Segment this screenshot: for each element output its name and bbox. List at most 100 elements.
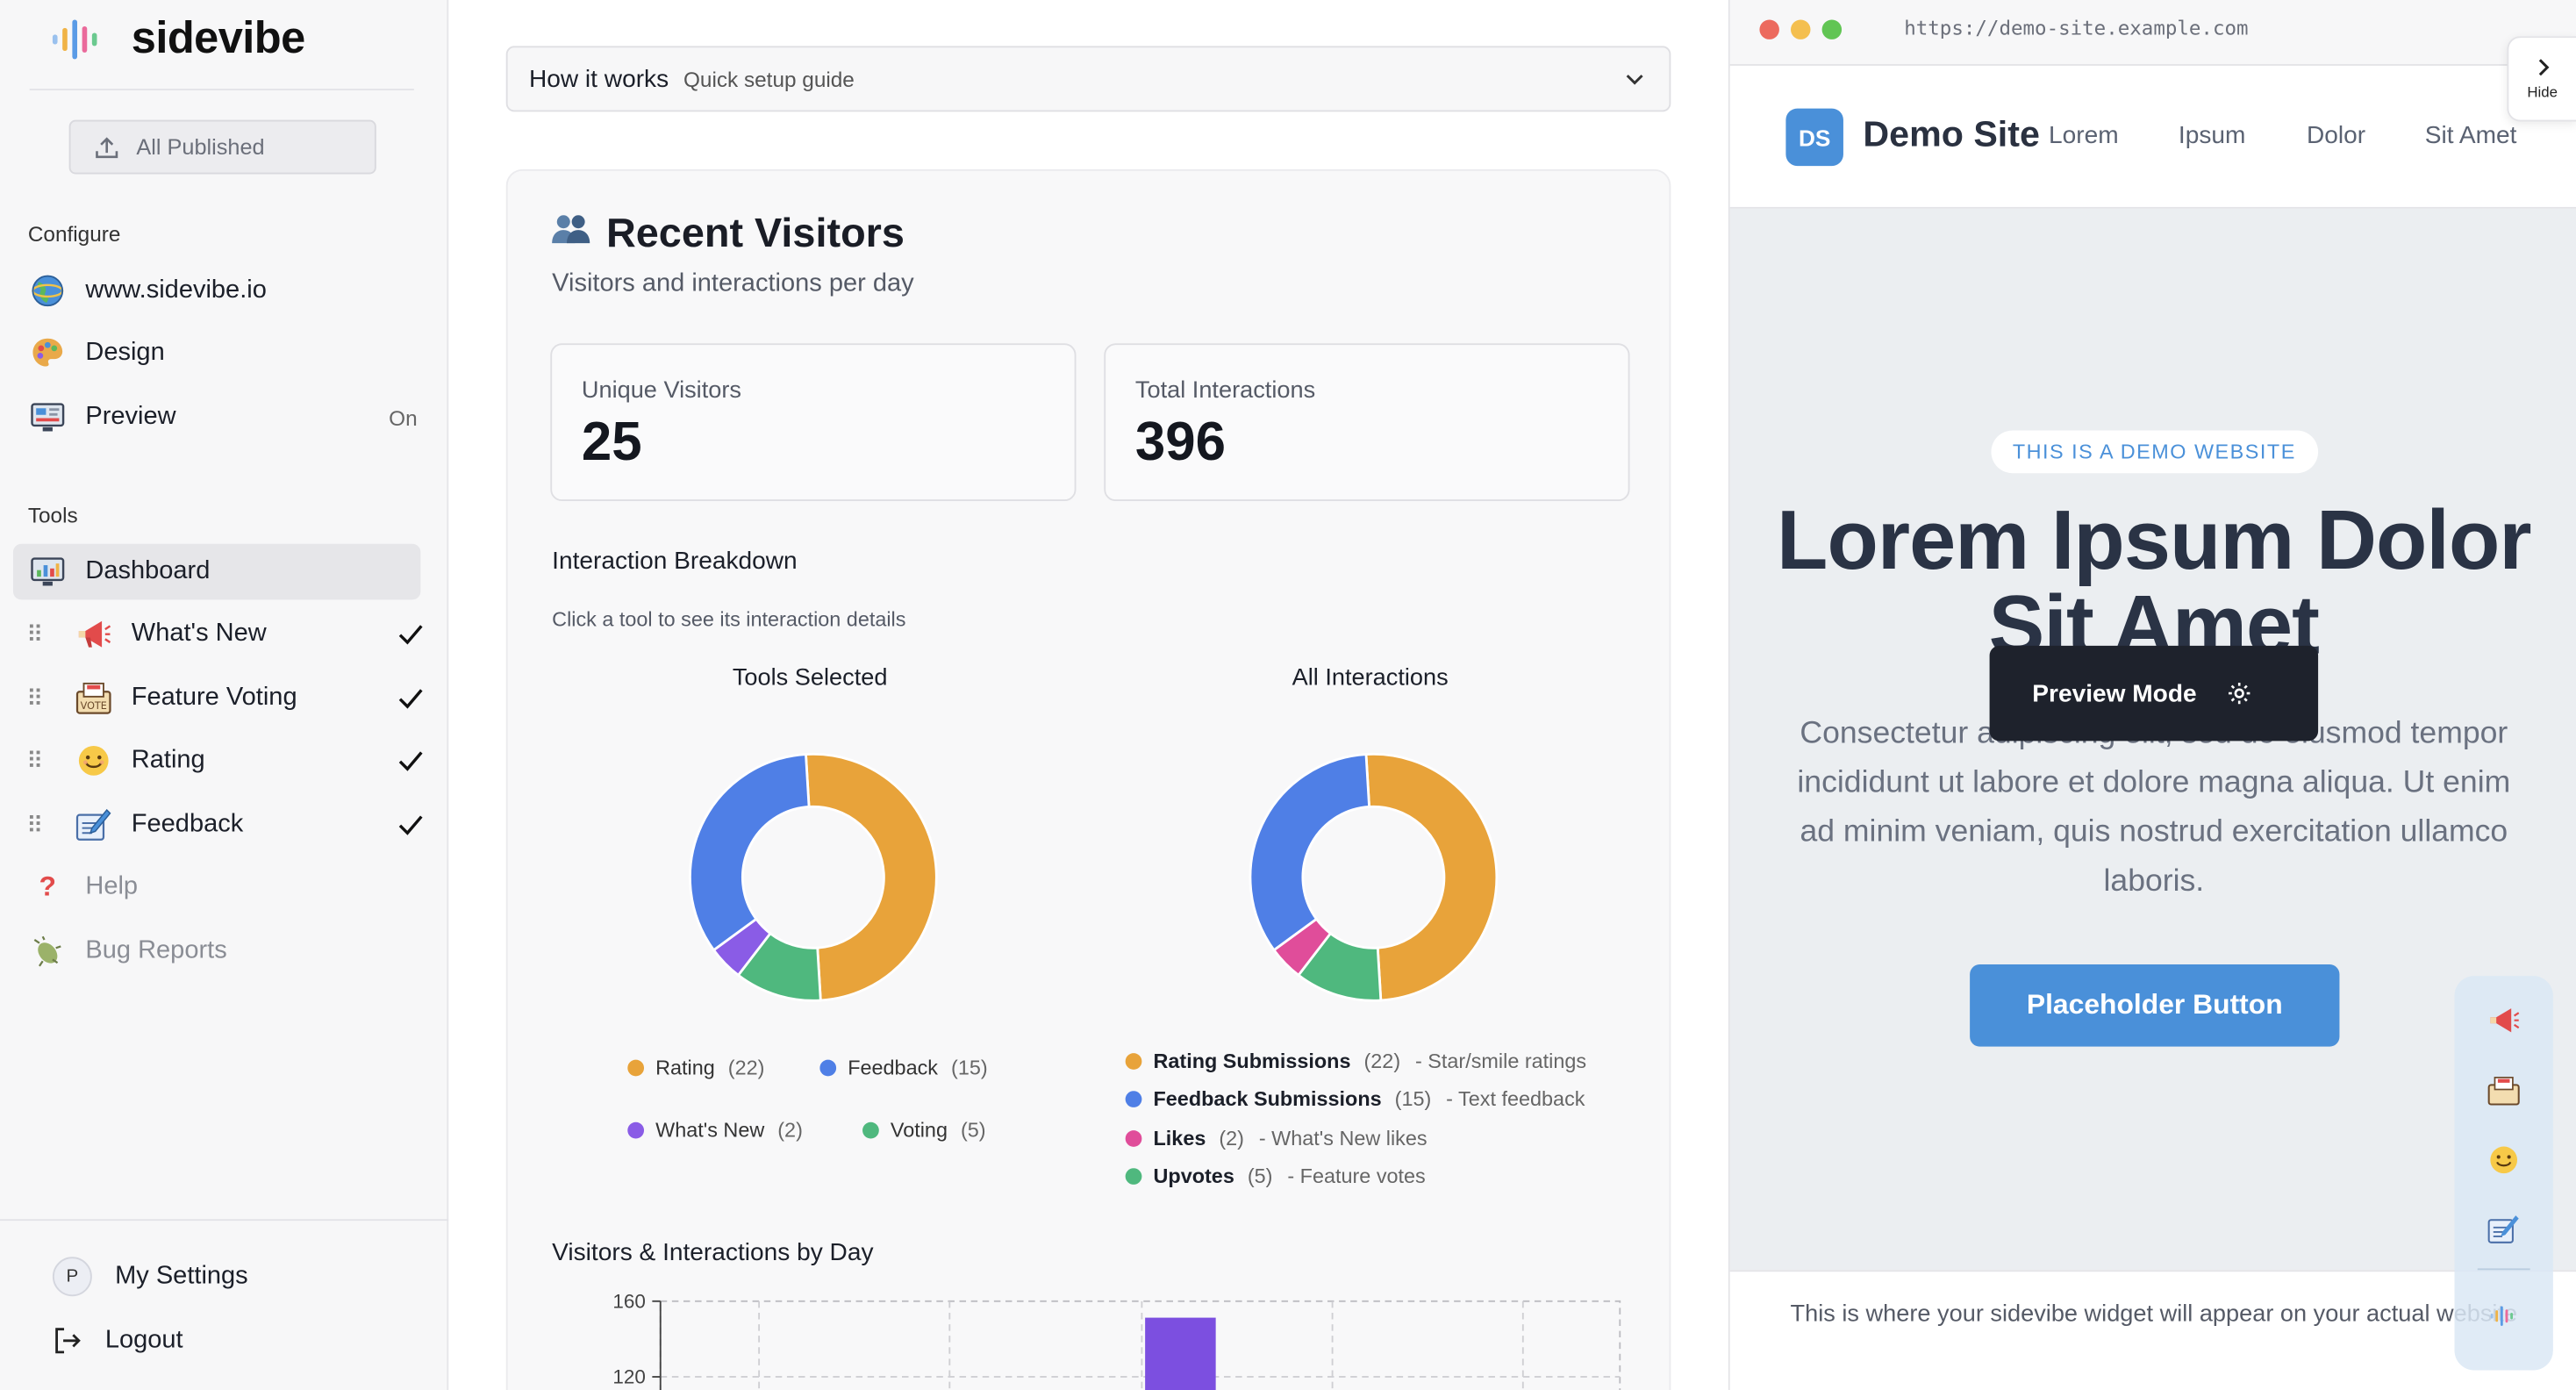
legend-item-upvotes[interactable]: Upvotes (5) - Feature votes [1125,1164,1426,1188]
sidebar-item-label: Dashboard [85,556,211,585]
divider [29,89,414,90]
drag-handle-icon[interactable]: ⠿ [25,684,43,711]
how-it-works-accordion[interactable]: How it works Quick setup guide [505,46,1671,112]
plot-frame [659,1300,1621,1390]
site-nav-ipsum[interactable]: Ipsum [2178,121,2246,150]
sidevibe-logo-icon [52,18,97,59]
sidebar-item-preview[interactable]: Preview On [13,390,420,446]
memo-icon[interactable] [2482,1207,2525,1250]
stat-label: Unique Visitors [581,377,741,405]
legend-count: (2) [1219,1127,1244,1150]
site-nav-dolor[interactable]: Dolor [2306,121,2366,150]
sidebar-item-help[interactable]: ? Help [13,859,420,915]
my-settings-link[interactable]: P My Settings [39,1249,401,1305]
ballot-box-icon: VOTE [72,678,115,718]
sidevibe-widget [2454,976,2553,1371]
tool-item-rating[interactable]: ⠿ Rating [13,733,424,789]
sidevibe-logo-icon[interactable] [2482,1294,2525,1337]
browser-bar: https://demo-site.example.com [1729,0,2576,66]
sidebar-item-website[interactable]: www.sidevibe.io [13,263,420,319]
sidebar-item-bug-reports[interactable]: Bug Reports [13,923,420,979]
legend-item-likes[interactable]: Likes (2) - What's New likes [1125,1127,1428,1150]
legend-swatch [627,1121,645,1139]
legend-value: 5 [967,1119,979,1143]
tool-item-label: Feedback [131,810,244,838]
donut-slice-feedback-submissions[interactable] [1249,753,1371,952]
ballot-box-icon[interactable] [2482,1070,2525,1113]
legend-count: (5) [1247,1164,1273,1188]
megaphone-icon [72,614,115,654]
legend-label: Voting [890,1119,948,1143]
drag-handle-icon[interactable]: ⠿ [25,810,43,837]
sidebar-item-label: Help [85,872,139,901]
memo-icon [72,805,115,844]
y-tick-label: 160 [612,1290,645,1312]
legend-description-text: Star/smile ratings [1428,1050,1587,1073]
check-icon [398,689,423,709]
logout-label: Logout [104,1325,183,1354]
legend-item-rating[interactable]: Rating (22) [627,1057,764,1079]
donut-slice-feedback[interactable] [689,753,811,952]
stat-label: Total Interactions [1134,377,1316,405]
sidebar-item-design[interactable]: Design [13,326,420,382]
legend-description-text: Feature votes [1299,1164,1426,1188]
tool-item-label: What's New [131,619,267,648]
hero-heading: Lorem Ipsum Dolor Sit Amet [1777,492,2532,672]
check-icon [398,625,423,645]
tool-item-label: Feature Voting [131,683,297,712]
site-name: Demo Site [1863,113,2040,154]
tool-item-whats-new[interactable]: ⠿ What's New [13,606,424,663]
hide-panel-button[interactable]: Hide [2507,36,2576,122]
preview-status: On [389,405,418,430]
legend-value: 2 [784,1119,797,1143]
tools-selected-donut[interactable] [682,746,945,1009]
legend-label: Rating [655,1056,715,1080]
legend-count: (22) [1363,1050,1401,1073]
legend-description: - Star/smile ratings [1414,1050,1587,1073]
site-preview: https://demo-site.example.com DS Demo Si… [1728,0,2576,1390]
smile-icon[interactable] [2482,1139,2525,1182]
sidebar-item-dashboard[interactable]: Dashboard [12,543,421,600]
drag-handle-icon[interactable]: ⠿ [25,746,43,773]
stat-card-visitors: Unique Visitors 25 [550,343,1077,502]
legend-count: (22) [727,1056,765,1080]
dashboard-icon [26,554,69,590]
legend-count: (5) [960,1119,986,1143]
legend-item-rating-submissions[interactable]: Rating Submissions (22) - Star/smile rat… [1125,1050,1587,1073]
brand[interactable]: sidevibe [49,13,305,64]
legend-value: 2 [1226,1127,1238,1150]
site-logo: DS [1785,108,1843,167]
card-title: Recent Visitors [550,211,905,258]
legend-item-feedback[interactable]: Feedback (15) [819,1057,988,1079]
sidebar-item-label: Preview [85,402,176,431]
legend-item-feedback-submissions[interactable]: Feedback Submissions (15) - Text feedbac… [1125,1087,1585,1111]
legend-label: Upvotes [1153,1164,1234,1188]
legend-description-text: What's New likes [1271,1127,1428,1150]
preview-mode-toast[interactable]: Preview Mode [1989,645,2319,742]
legend-item-voting[interactable]: Voting (5) [862,1119,986,1142]
donut-slice-rating[interactable] [804,752,938,1002]
site-nav-lorem[interactable]: Lorem [2049,121,2119,150]
sidebar-item-label: www.sidevibe.io [85,276,267,305]
legend-count: (15) [1394,1087,1432,1111]
check-icon [398,751,423,771]
y-tick-label: 120 [612,1365,645,1387]
breakdown-subtitle: Click a tool to see its interaction deta… [552,607,906,631]
site-nav-sit-amet[interactable]: Sit Amet [2424,121,2517,150]
bar[interactable] [1145,1317,1216,1390]
donut-slice-rating-submissions[interactable] [1364,752,1499,1002]
drag-handle-icon[interactable]: ⠿ [25,620,43,647]
maximize-dot-icon [1821,19,1843,39]
legend-value: 5 [1254,1164,1266,1188]
publish-button[interactable]: All Published [68,119,376,175]
placeholder-button[interactable]: Placeholder Button [1970,964,2340,1047]
logout-link[interactable]: Logout [39,1313,401,1369]
hide-label: Hide [2527,83,2558,101]
tool-item-feature-voting[interactable]: ⠿ VOTE Feature Voting [13,670,424,727]
tool-item-feedback[interactable]: ⠿ Feedback [13,797,424,853]
megaphone-icon[interactable] [2482,999,2525,1042]
legend-item-whats-new[interactable]: What's New (2) [627,1119,803,1142]
close-dot-icon [1759,19,1779,39]
gear-icon[interactable] [2226,680,2252,706]
all-interactions-donut[interactable] [1242,746,1506,1009]
